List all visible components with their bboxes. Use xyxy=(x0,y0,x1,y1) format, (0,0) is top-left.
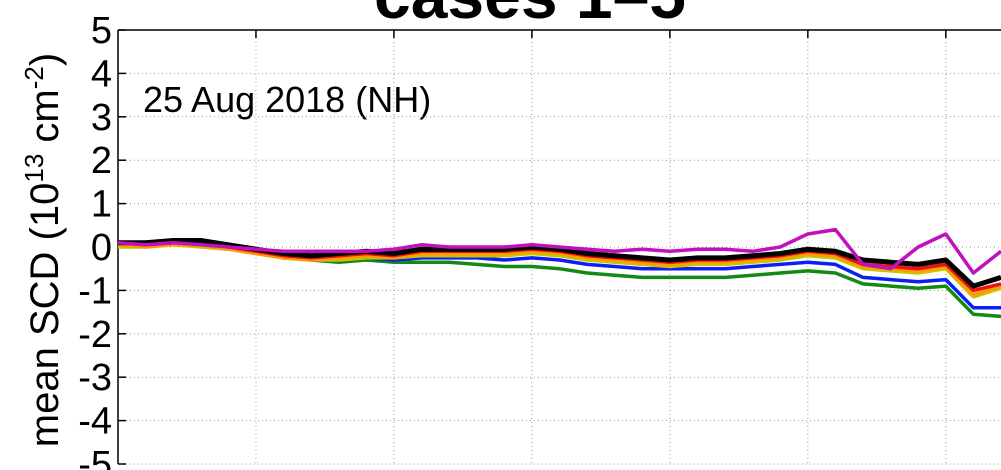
y-tick-label: -5 xyxy=(78,444,112,470)
y-axis-label-part: -2 xyxy=(19,66,49,89)
y-tick-label: -2 xyxy=(78,314,112,356)
y-tick-label: 3 xyxy=(91,97,112,139)
y-axis-label-part: 13 xyxy=(19,154,49,183)
y-tick-label: -1 xyxy=(78,270,112,312)
y-tick-label: 5 xyxy=(91,10,112,52)
y-axis-label: mean SCD (1013 cm-2) xyxy=(19,53,67,447)
y-axis-label-part: cm xyxy=(23,89,67,153)
y-tick-label: 0 xyxy=(91,227,112,269)
y-tick-label: 1 xyxy=(91,184,112,226)
series-line xyxy=(117,243,1001,297)
y-axis-label-part: ) xyxy=(23,53,67,66)
y-axis-label-part: mean SCD (10 xyxy=(23,183,67,448)
annotation: 25 Aug 2018 (NH) xyxy=(143,79,431,120)
y-tick-label: -3 xyxy=(78,357,112,399)
y-tick-label: 4 xyxy=(91,53,112,95)
y-tick-label: -4 xyxy=(78,401,112,443)
chart-title: cases 1–5 xyxy=(374,0,686,32)
y-tick-label: 2 xyxy=(91,140,112,182)
series-line xyxy=(117,227,1001,275)
